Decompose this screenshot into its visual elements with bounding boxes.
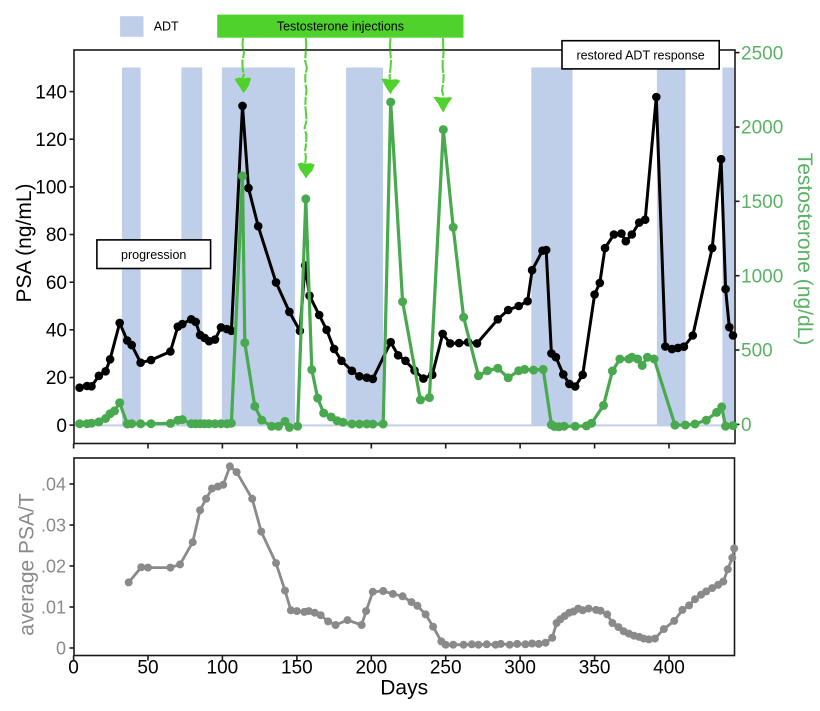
- svg-text:0: 0: [68, 657, 79, 678]
- svg-text:20: 20: [46, 368, 67, 389]
- svg-text:.03: .03: [41, 515, 66, 535]
- svg-text:Testosterone (ng/dL): Testosterone (ng/dL): [793, 153, 816, 346]
- svg-text:500: 500: [741, 341, 773, 362]
- svg-text:350: 350: [579, 657, 611, 678]
- svg-text:100: 100: [35, 178, 67, 199]
- svg-text:300: 300: [504, 657, 536, 678]
- svg-text:2500: 2500: [741, 43, 783, 64]
- svg-text:2000: 2000: [741, 118, 783, 139]
- svg-text:.02: .02: [41, 556, 66, 576]
- svg-text:40: 40: [46, 321, 67, 342]
- svg-text:ADT: ADT: [154, 20, 179, 34]
- svg-text:60: 60: [46, 273, 67, 294]
- svg-text:progression: progression: [121, 248, 186, 262]
- svg-text:150: 150: [281, 657, 313, 678]
- svg-text:120: 120: [35, 130, 67, 151]
- svg-text:250: 250: [430, 657, 462, 678]
- svg-text:average PSA/T: average PSA/T: [16, 493, 39, 636]
- svg-text:0: 0: [741, 415, 752, 436]
- svg-text:.01: .01: [41, 597, 66, 617]
- svg-text:Testosterone injections: Testosterone injections: [277, 20, 404, 34]
- svg-text:PSA (ng/mL): PSA (ng/mL): [13, 183, 36, 302]
- svg-text:.04: .04: [41, 474, 66, 494]
- svg-text:100: 100: [207, 657, 239, 678]
- svg-text:50: 50: [137, 657, 158, 678]
- svg-text:0: 0: [56, 416, 67, 437]
- svg-text:0: 0: [56, 638, 66, 658]
- svg-text:restored ADT response: restored ADT response: [576, 48, 704, 62]
- svg-text:Days: Days: [380, 677, 428, 700]
- svg-text:1000: 1000: [741, 266, 783, 287]
- svg-text:400: 400: [653, 657, 685, 678]
- svg-text:80: 80: [46, 225, 67, 246]
- svg-text:200: 200: [355, 657, 387, 678]
- svg-text:140: 140: [35, 82, 67, 103]
- svg-text:1500: 1500: [741, 192, 783, 213]
